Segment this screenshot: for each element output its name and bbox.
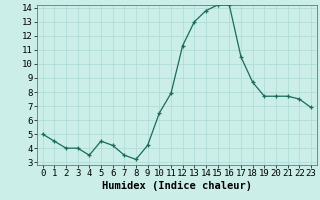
X-axis label: Humidex (Indice chaleur): Humidex (Indice chaleur) xyxy=(102,181,252,191)
